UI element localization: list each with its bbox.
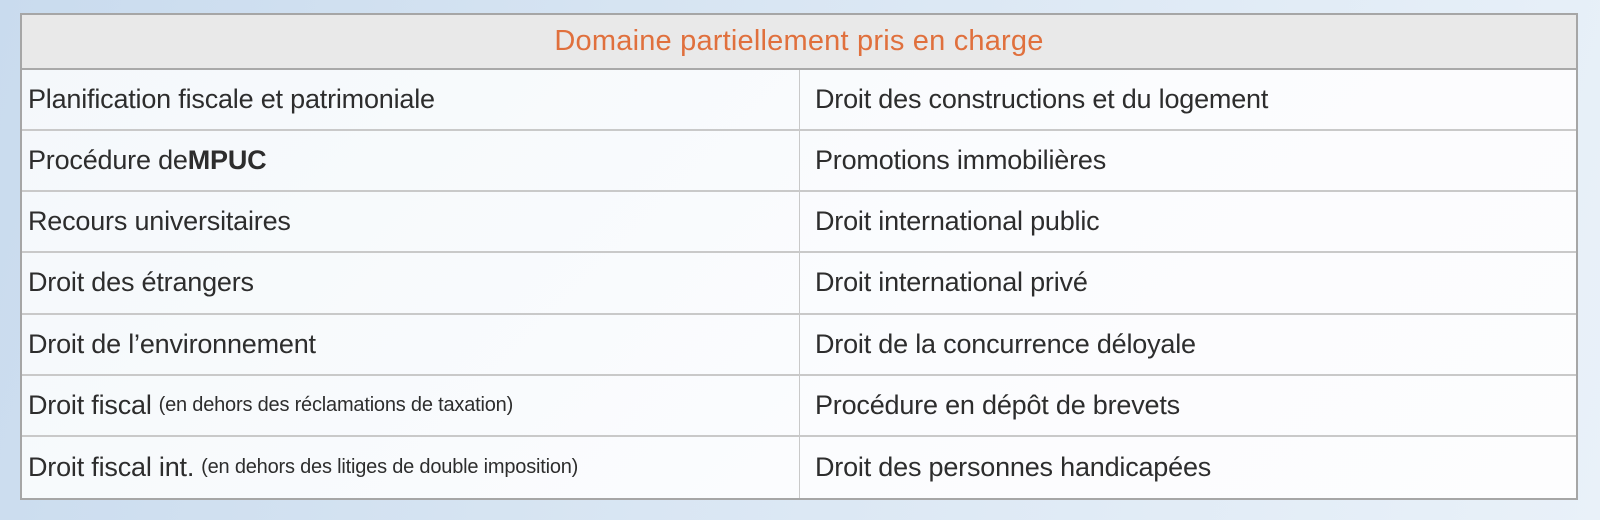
domain-cell: Procédure de MPUC xyxy=(22,131,799,190)
table-row: Droit fiscal (en dehors des réclamations … xyxy=(22,375,1576,437)
domain-label: Droit de l’environnement xyxy=(28,328,316,359)
domain-cell: Droit international privé xyxy=(799,253,1576,313)
domain-cell: Promotions immobilières xyxy=(799,131,1576,191)
domain-cell: Droit fiscal int. (en dehors des litiges … xyxy=(22,437,799,498)
domain-strong: MPUC xyxy=(187,145,267,176)
table-body: Planification fiscale et patrimoniale Dr… xyxy=(22,70,1576,498)
table-row: Droit des étrangers Droit international … xyxy=(22,253,1576,315)
domain-label: Procédure de xyxy=(28,145,188,176)
table-row: Recours universitaires Droit internation… xyxy=(22,192,1576,254)
table-row: Droit de l’environnement Droit de la con… xyxy=(22,314,1576,376)
domain-cell: Planification fiscale et patrimoniale xyxy=(22,70,799,129)
domain-cell: Droit des étrangers xyxy=(22,253,799,312)
domain-cell: Droit de l’environnement xyxy=(22,315,799,374)
domain-label: Procédure en dépôt de brevets xyxy=(815,389,1180,420)
domain-label: Planification fiscale et patrimoniale xyxy=(28,84,435,115)
domain-note: (en dehors des litiges de double imposit… xyxy=(201,455,579,478)
domain-label: Promotions immobilières xyxy=(815,145,1106,176)
domain-label: Droit des étrangers xyxy=(28,267,254,298)
domain-label: Droit international public xyxy=(815,206,1100,237)
domain-cell: Droit des personnes handicapées xyxy=(799,436,1576,498)
table-row: Droit fiscal int. (en dehors des litiges … xyxy=(22,436,1576,498)
domain-label: Droit des personnes handicapées xyxy=(815,451,1212,482)
domain-cell: Droit international public xyxy=(799,192,1576,252)
table-row: Procédure de MPUC Promotions immobilière… xyxy=(22,131,1576,193)
domain-cell: Droit de la concurrence déloyale xyxy=(799,314,1576,374)
domain-label: Recours universitaires xyxy=(28,206,291,237)
domain-cell: Droit des constructions et du logement xyxy=(799,70,1576,130)
domain-label: Droit fiscal xyxy=(28,389,152,420)
domain-cell: Procédure en dépôt de brevets xyxy=(799,375,1576,435)
domain-label: Droit international privé xyxy=(815,267,1088,298)
table-title: Domaine partiellement pris en charge xyxy=(554,25,1044,57)
domain-label: Droit de la concurrence déloyale xyxy=(815,328,1196,359)
domain-cell: Droit fiscal (en dehors des réclamations … xyxy=(22,376,799,435)
table-header: Domaine partiellement pris en charge xyxy=(22,15,1576,70)
table-row: Planification fiscale et patrimoniale Dr… xyxy=(22,70,1576,132)
domain-cell: Recours universitaires xyxy=(22,192,799,251)
domain-note: (en dehors des réclamations de taxation) xyxy=(158,393,514,416)
domain-label: Droit des constructions et du logement xyxy=(815,84,1269,115)
domain-label: Droit fiscal int. xyxy=(28,451,195,482)
domains-table: Domaine partiellement pris en charge Pla… xyxy=(20,13,1578,500)
